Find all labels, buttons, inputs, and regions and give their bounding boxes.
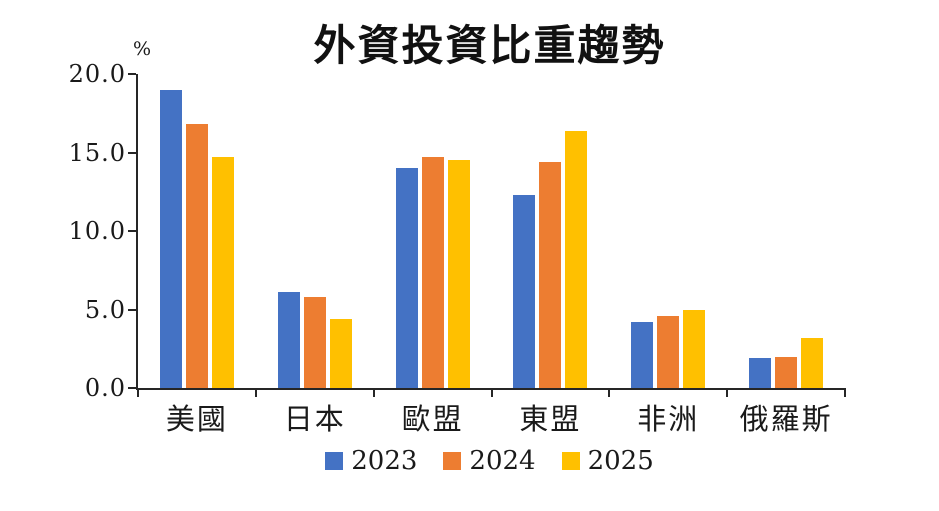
- legend: 2023 2024 2025: [136, 446, 843, 476]
- bar-2025-俄羅斯: [801, 337, 824, 388]
- y-axis-tick-label: 5.0: [84, 295, 126, 324]
- bar-2023-日本: [277, 292, 300, 388]
- legend-swatch-icon: [443, 452, 462, 470]
- legend-swatch-icon: [561, 452, 580, 470]
- bar-2025-日本: [329, 318, 352, 388]
- bar-2025-東盟: [565, 130, 588, 388]
- x-axis-tick: [137, 388, 139, 397]
- x-axis-category-label: 非洲: [637, 402, 700, 436]
- y-axis-tick: [128, 387, 136, 389]
- y-axis-tick: [128, 151, 136, 154]
- bar-2023-東盟: [513, 194, 536, 388]
- legend-item-2025: 2025: [561, 446, 654, 476]
- y-axis-tick-label: 10.0: [68, 217, 126, 245]
- bar-2024-東盟: [539, 161, 562, 388]
- x-axis-category-label: 東盟: [519, 402, 582, 436]
- x-axis-tick: [726, 388, 729, 397]
- y-axis-tick-label: 15.0: [68, 138, 126, 167]
- chart-title: 外資投資比重趨勢: [313, 21, 666, 70]
- bar-2024-美國: [185, 124, 208, 388]
- bar-2023-美國: [159, 89, 182, 388]
- bar-2024-歐盟: [421, 157, 444, 388]
- x-axis-tick: [844, 388, 846, 397]
- y-axis-tick: [128, 230, 136, 232]
- x-axis-tick: [372, 388, 375, 397]
- x-axis-category-label: 美國: [165, 402, 228, 436]
- y-axis-tick: [128, 308, 136, 311]
- bar-2023-歐盟: [395, 168, 418, 388]
- x-axis-tick: [608, 388, 611, 397]
- bar-2025-美國: [211, 157, 234, 388]
- legend-label: 2025: [587, 446, 654, 476]
- x-axis-category-label: 日本: [283, 402, 346, 436]
- x-axis-tick: [254, 388, 257, 397]
- legend-label: 2023: [351, 446, 418, 476]
- x-axis-category-label: 俄羅斯: [739, 402, 833, 436]
- bar-2023-俄羅斯: [749, 358, 772, 388]
- bar-2024-俄羅斯: [775, 356, 798, 388]
- bar-2025-歐盟: [447, 160, 470, 388]
- x-axis-tick: [490, 388, 493, 397]
- y-axis-tick: [128, 73, 136, 75]
- plot-area: 美國 日本 歐盟 東盟 非洲 俄羅斯: [128, 73, 846, 436]
- bar-2024-日本: [303, 296, 326, 388]
- legend-item-2024: 2024: [443, 446, 536, 476]
- legend-swatch-icon: [325, 452, 344, 470]
- legend-label: 2024: [469, 446, 536, 476]
- y-axis-tick-label: 0.0: [84, 374, 126, 402]
- y-axis-unit-label: %: [133, 38, 152, 60]
- bar-2024-非洲: [657, 315, 680, 388]
- bar-2025-非洲: [683, 309, 706, 388]
- x-axis-category-label: 歐盟: [401, 402, 464, 436]
- bar-2023-非洲: [631, 322, 654, 388]
- legend-item-2023: 2023: [325, 446, 417, 476]
- y-axis-tick-label: 20.0: [68, 60, 126, 88]
